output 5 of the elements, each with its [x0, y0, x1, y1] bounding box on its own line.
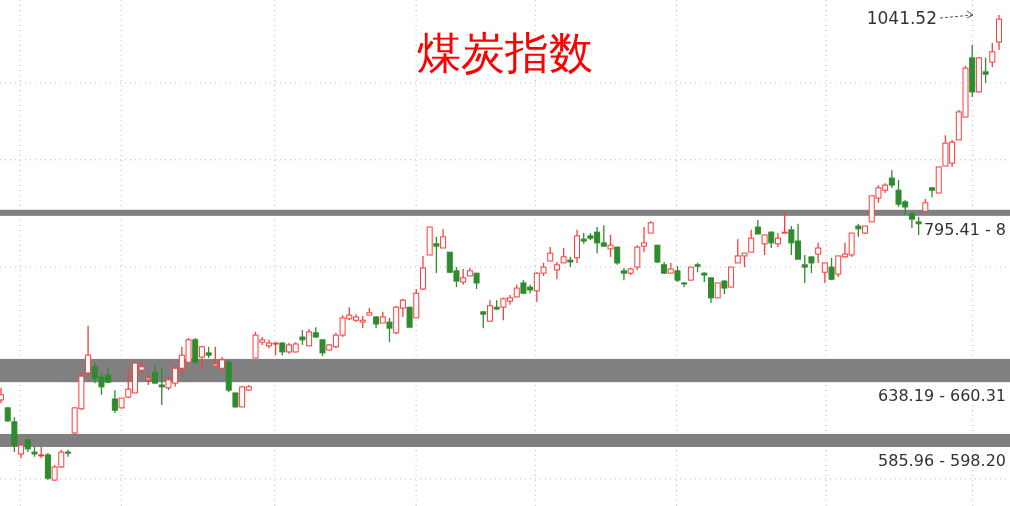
chart-title: 煤炭指数 — [417, 27, 593, 78]
annotation: 1041.52 — [866, 8, 937, 28]
band-label: 638.19 - 660.31 — [878, 386, 1006, 406]
band-label: 585.96 - 598.20 — [878, 450, 1006, 470]
band-label: 795.41 - 8 — [923, 219, 1006, 239]
